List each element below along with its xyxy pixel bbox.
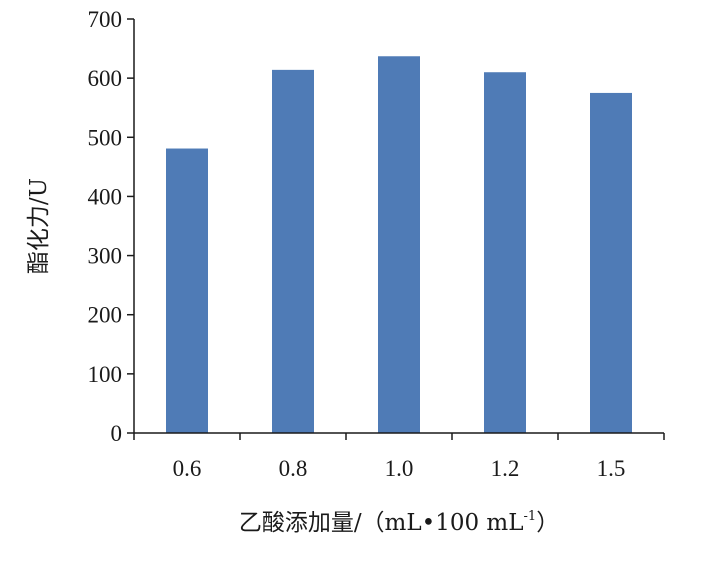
bar-1.5 bbox=[590, 92, 632, 433]
x-ticks-group: 0.6 0.8 1.0 1.2 1.5 bbox=[133, 433, 665, 481]
y-tick-label: 500 bbox=[88, 125, 123, 150]
axes-group bbox=[133, 19, 664, 434]
x-axis-title-main: 乙酸添加量/（mL•100 mL bbox=[239, 510, 524, 536]
x-axis-title-superscript: -1 bbox=[524, 509, 537, 524]
y-tick-label: 200 bbox=[88, 303, 123, 328]
bar-0.8 bbox=[272, 69, 314, 433]
x-tick-label: 1.2 bbox=[491, 456, 520, 481]
bar-1.0 bbox=[378, 56, 420, 433]
x-tick-label: 0.6 bbox=[173, 456, 202, 481]
y-tick-label: 700 bbox=[88, 7, 123, 32]
y-ticks-group: 0 100 200 300 400 500 600 700 bbox=[88, 7, 134, 446]
y-tick-label: 100 bbox=[88, 362, 123, 387]
bars-group bbox=[166, 56, 632, 433]
y-tick-label: 300 bbox=[88, 244, 123, 269]
bar-1.2 bbox=[484, 72, 526, 433]
x-axis-title: 乙酸添加量/（mL•100 mL-1） bbox=[239, 509, 559, 536]
y-tick-label: 400 bbox=[88, 184, 123, 209]
x-axis-title-end: ） bbox=[536, 510, 559, 536]
x-tick-label: 1.0 bbox=[385, 456, 414, 481]
y-axis-title: 酯化力/U bbox=[26, 178, 52, 274]
y-tick-label: 600 bbox=[88, 66, 123, 91]
y-tick-label: 0 bbox=[111, 421, 123, 446]
bar-0.6 bbox=[166, 148, 208, 433]
x-tick-label: 0.8 bbox=[279, 456, 308, 481]
x-tick-label: 1.5 bbox=[597, 456, 626, 481]
